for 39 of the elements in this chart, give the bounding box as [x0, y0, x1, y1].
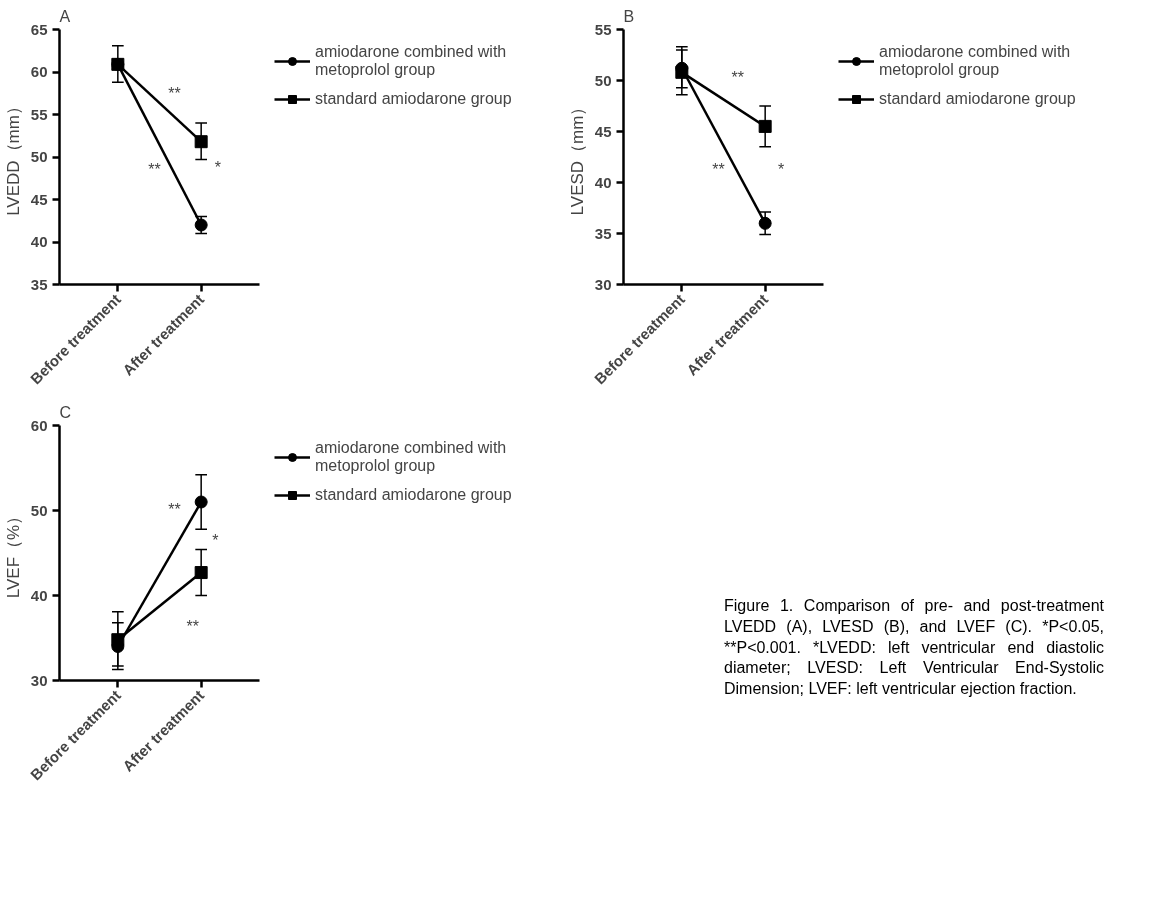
y-tick-label: 40	[594, 173, 612, 191]
y-axis-title: LVEF（%）	[3, 507, 23, 599]
y-tick-label: 40	[30, 233, 48, 250]
y-axis-title: LVEDD（mm）	[3, 98, 23, 216]
annotation: *	[777, 161, 785, 179]
legend-label: amiodarone combined with metoprolol group	[315, 439, 507, 475]
y-axis-title: LVESD（mm）	[567, 98, 587, 216]
y-tick-label: 50	[30, 148, 48, 165]
y-tick-label: 30	[30, 671, 48, 689]
chart-title: C	[59, 403, 72, 421]
y-tick-label: 45	[594, 122, 612, 140]
y-tick-label: 50	[594, 71, 612, 89]
y-tick-label: 60	[30, 63, 48, 80]
annotation: **	[731, 69, 744, 87]
legend-label: standard amiodarone group	[315, 90, 512, 108]
annotation: **	[712, 161, 725, 179]
annotation: *	[214, 158, 221, 176]
annotation: *	[212, 531, 219, 549]
legend-label: standard amiodarone group	[879, 90, 1076, 108]
y-tick-label: 55	[594, 20, 612, 38]
caption: Figure 1. Comparison of pre- and post-treatment LVEDD (A), LVESD (B), and LVEF (C). *P<0.05, **P<0.001. *LVEDD: left ventricular end diastolic diameter; LVESD: Left Ventricular End-Systolic Dimension; LVEF: left ventricular ejection fraction.	[724, 596, 1104, 700]
y-tick-label: 35	[30, 275, 48, 293]
legend-label: amiodarone combined with metoprolol group	[315, 43, 507, 79]
y-tick-label: 40	[30, 586, 48, 604]
chart-title: A	[59, 7, 71, 25]
y-tick-label: 55	[30, 105, 48, 123]
annotation: **	[148, 161, 161, 179]
y-tick-label: 45	[30, 190, 48, 208]
y-tick-label: 50	[30, 501, 48, 519]
annotation: **	[186, 618, 200, 636]
annotation: **	[168, 84, 181, 102]
legend-label: amiodarone combined with metoprolol group	[879, 43, 1071, 79]
chart-title: B	[623, 7, 635, 25]
y-tick-label: 35	[594, 224, 612, 242]
y-tick-label: 65	[30, 20, 48, 38]
y-tick-label: 30	[594, 275, 612, 293]
annotation: **	[168, 501, 181, 519]
y-tick-label: 60	[30, 416, 48, 434]
legend-label: standard amiodarone group	[315, 486, 512, 504]
